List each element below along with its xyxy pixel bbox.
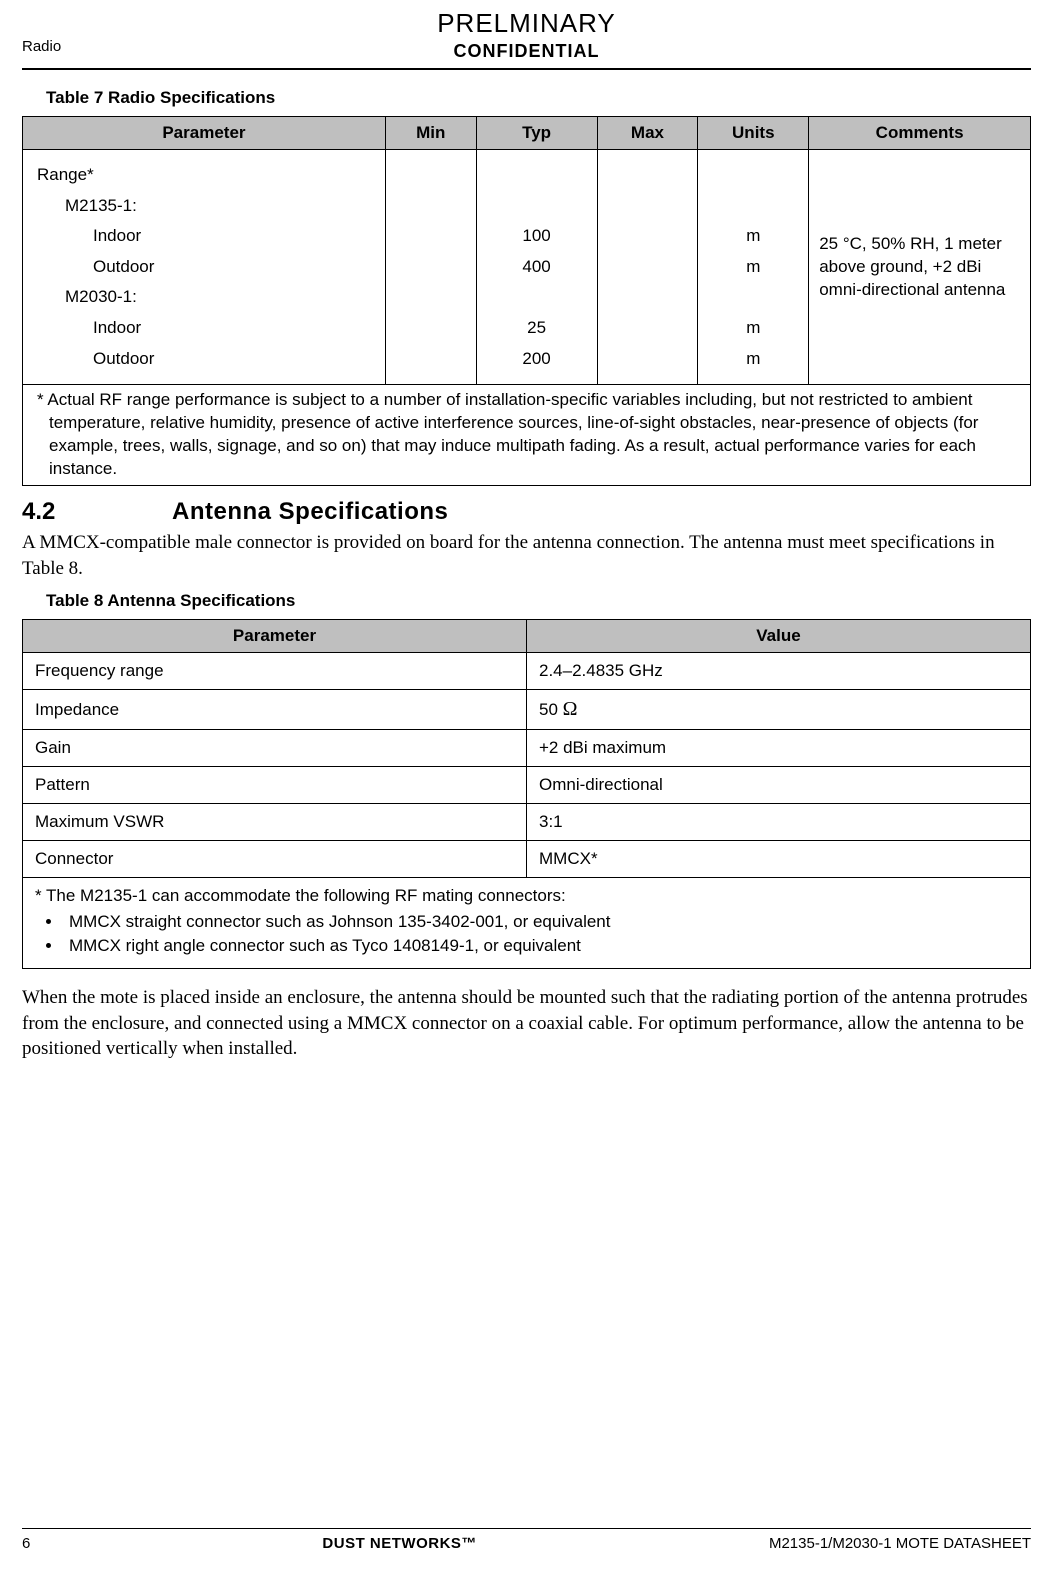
table7: Parameter Min Typ Max Units Comments Ran… <box>22 116 1031 486</box>
table8-note-row: * The M2135-1 can accommodate the follow… <box>23 878 1031 969</box>
unit-value-3: m <box>712 313 794 344</box>
table8-value-cell: Omni-directional <box>527 767 1031 804</box>
table8-value-cell: +2 dBi maximum <box>527 730 1031 767</box>
unit-value-4: m <box>712 344 794 375</box>
table8-row: Impedance 50 Ω <box>23 690 1031 730</box>
table8-param-cell: Gain <box>23 730 527 767</box>
section-title: Antenna Specifications <box>172 498 448 526</box>
section-number: 4.2 <box>22 498 172 526</box>
table8-value-cell: MMCX* <box>527 841 1031 878</box>
table8-value-cell: 3:1 <box>527 804 1031 841</box>
m2030-label: M2030-1: <box>37 282 371 313</box>
table8-param-cell: Pattern <box>23 767 527 804</box>
table7-typ-block: 100 400 25 200 <box>487 154 587 380</box>
footer-brand: DUST NETWORKS™ <box>322 1535 477 1552</box>
preliminary-label: PRELMINARY <box>22 8 1031 39</box>
typ-value-3: 25 <box>491 313 583 344</box>
table8-row: Gain+2 dBi maximum <box>23 730 1031 767</box>
table7-footnote-row: * Actual RF range performance is subject… <box>23 385 1031 486</box>
table7-col-comments: Comments <box>809 117 1031 150</box>
range-label: Range* <box>37 160 371 191</box>
m2135-outdoor-label: Outdoor <box>37 252 371 283</box>
table8: Parameter Value Frequency range2.4–2.483… <box>22 619 1031 969</box>
table8-col-value: Value <box>527 620 1031 653</box>
typ-value-2: 400 <box>491 252 583 283</box>
header-rule <box>22 68 1031 70</box>
table7-col-parameter: Parameter <box>23 117 386 150</box>
table8-param-cell: Impedance <box>23 690 527 730</box>
closing-paragraph: When the mote is placed inside an enclos… <box>22 985 1031 1062</box>
table7-col-max: Max <box>597 117 698 150</box>
table7-header-row: Parameter Min Typ Max Units Comments <box>23 117 1031 150</box>
m2135-label: M2135-1: <box>37 191 371 222</box>
table8-row: Maximum VSWR3:1 <box>23 804 1031 841</box>
table8-param-cell: Maximum VSWR <box>23 804 527 841</box>
table7-col-typ: Typ <box>476 117 597 150</box>
table8-param-cell: Frequency range <box>23 653 527 690</box>
table8-value-cell: 2.4–2.4835 GHz <box>527 653 1031 690</box>
m2030-indoor-label: Indoor <box>37 313 371 344</box>
table8-value-cell: 50 Ω <box>527 690 1031 730</box>
table8-bullet-item: MMCX right angle connector such as Tyco … <box>63 936 1018 956</box>
table7-min-cell <box>385 150 476 385</box>
table7-parameter-block: Range* M2135-1: Indoor Outdoor M2030-1: … <box>33 154 375 380</box>
section-4-2-heading: 4.2 Antenna Specifications <box>22 498 1031 526</box>
table7-col-units: Units <box>698 117 809 150</box>
page-footer: 6 DUST NETWORKS™ M2135-1/M2030-1 MOTE DA… <box>22 1520 1031 1552</box>
table7-data-row: Range* M2135-1: Indoor Outdoor M2030-1: … <box>23 150 1031 385</box>
footer-doc-title: M2135-1/M2030-1 MOTE DATASHEET <box>769 1535 1031 1552</box>
table8-header-row: Parameter Value <box>23 620 1031 653</box>
header-section-label: Radio <box>22 38 61 55</box>
table8-row: ConnectorMMCX* <box>23 841 1031 878</box>
table7-footnote: * Actual RF range performance is subject… <box>33 389 1020 481</box>
table8-row: PatternOmni-directional <box>23 767 1031 804</box>
table8-bullet-item: MMCX straight connector such as Johnson … <box>63 912 1018 932</box>
table7-comments-cell: 25 °C, 50% RH, 1 meter above ground, +2 … <box>809 150 1031 385</box>
table8-param-cell: Connector <box>23 841 527 878</box>
unit-value-2: m <box>712 252 794 283</box>
confidential-label: CONFIDENTIAL <box>22 41 1031 62</box>
table7-caption: Table 7 Radio Specifications <box>46 88 1031 108</box>
m2030-outdoor-label: Outdoor <box>37 344 371 375</box>
table8-bullet-list: MMCX straight connector such as Johnson … <box>35 912 1018 956</box>
page-number: 6 <box>22 1535 30 1552</box>
m2135-indoor-label: Indoor <box>37 221 371 252</box>
table7-units-block: m m m m <box>708 154 798 380</box>
table8-caption: Table 8 Antenna Specifications <box>46 591 1031 611</box>
table8-row: Frequency range2.4–2.4835 GHz <box>23 653 1031 690</box>
typ-value-4: 200 <box>491 344 583 375</box>
table8-note-intro: * The M2135-1 can accommodate the follow… <box>35 886 1018 906</box>
typ-value-1: 100 <box>491 221 583 252</box>
table7-max-cell <box>597 150 698 385</box>
unit-value-1: m <box>712 221 794 252</box>
section-4-2-intro: A MMCX-compatible male connector is prov… <box>22 530 1031 581</box>
footer-rule <box>22 1528 1031 1529</box>
table8-col-parameter: Parameter <box>23 620 527 653</box>
table7-col-min: Min <box>385 117 476 150</box>
